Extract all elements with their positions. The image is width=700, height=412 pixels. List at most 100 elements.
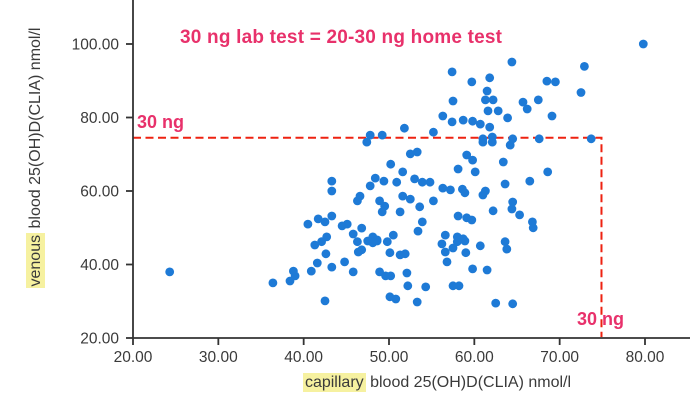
x-tick-label: 30.00 <box>199 349 238 366</box>
data-point <box>586 134 596 144</box>
data-point <box>370 173 380 183</box>
data-point <box>413 226 423 236</box>
data-point <box>405 194 415 204</box>
data-point <box>386 159 396 169</box>
data-point <box>448 243 458 253</box>
data-point <box>478 190 488 200</box>
threshold-dashed-line <box>133 136 603 337</box>
data-point <box>365 130 375 140</box>
data-point <box>429 196 438 206</box>
data-point <box>542 76 552 86</box>
y-tick-label: 60.00 <box>80 184 119 201</box>
data-point <box>317 237 326 247</box>
data-point <box>505 140 515 150</box>
data-point <box>533 95 543 105</box>
data-point <box>482 265 492 275</box>
data-point <box>507 204 517 214</box>
data-point <box>468 116 477 126</box>
data-point <box>488 206 498 216</box>
y-axis-label-highlight: venous <box>26 232 45 289</box>
data-point <box>576 88 586 97</box>
data-point <box>475 119 485 129</box>
data-point <box>438 183 448 193</box>
data-point <box>362 137 372 147</box>
data-point <box>468 155 477 165</box>
data-point <box>285 276 295 286</box>
data-point <box>547 111 557 121</box>
data-point <box>508 197 518 207</box>
data-point <box>415 202 425 212</box>
data-point <box>327 262 337 272</box>
data-point <box>481 95 490 105</box>
data-point <box>353 237 362 247</box>
data-point <box>377 207 387 217</box>
x-tick-label: 70.00 <box>540 349 579 366</box>
data-point <box>417 177 427 187</box>
data-point <box>306 266 316 276</box>
data-point <box>488 95 498 105</box>
data-point <box>525 176 535 186</box>
x-tick-label: 60.00 <box>455 349 494 366</box>
data-point <box>403 281 413 291</box>
x-axis-label: capillary blood 25(OH)D(CLIA) nmol/l <box>287 373 587 392</box>
data-point <box>447 117 457 127</box>
data-point <box>353 196 362 206</box>
data-point <box>551 77 560 87</box>
data-point <box>388 230 398 240</box>
data-point <box>446 185 455 195</box>
data-point <box>437 239 447 249</box>
data-point <box>485 122 495 132</box>
data-point <box>379 176 389 186</box>
data-point <box>348 267 358 277</box>
data-point <box>522 104 532 114</box>
data-point <box>429 127 438 137</box>
data-point <box>478 137 488 147</box>
data-point <box>386 271 396 281</box>
data-point <box>320 296 330 306</box>
x-axis-label-rest: blood 25(OH)D(CLIA) nmol/l <box>365 374 572 391</box>
data-point <box>412 297 422 307</box>
data-point <box>507 57 517 67</box>
x-tick-label: 50.00 <box>370 349 409 366</box>
data-point <box>518 97 528 107</box>
x-tick-label: 20.00 <box>114 349 153 366</box>
data-point <box>385 248 395 258</box>
data-point <box>491 298 501 308</box>
data-point <box>310 240 320 250</box>
data-point <box>460 236 470 246</box>
data-point <box>410 174 419 184</box>
data-point <box>462 150 472 160</box>
data-point <box>460 188 470 198</box>
y-axis-label: venous blood 25(OH)D(CLIA) nmol/l <box>26 0 49 318</box>
threshold-label-bottom: 30 ng <box>577 309 625 329</box>
data-point <box>321 249 331 259</box>
threshold-label-top: 30 ng <box>137 112 185 132</box>
data-point <box>377 130 387 140</box>
data-point <box>468 264 477 274</box>
data-point <box>303 219 313 229</box>
data-point <box>442 257 452 267</box>
data-point <box>500 179 510 189</box>
y-tick-label: 20.00 <box>80 331 119 348</box>
data-point <box>482 86 492 96</box>
x-axis-label-highlight: capillary <box>302 373 366 392</box>
data-point <box>372 236 382 246</box>
data-point <box>500 237 510 247</box>
data-point <box>165 267 175 277</box>
data-point <box>580 62 589 71</box>
data-point <box>470 167 480 177</box>
data-point <box>400 249 410 259</box>
data-point <box>508 299 518 309</box>
data-point <box>534 134 544 144</box>
data-point <box>638 39 648 49</box>
data-point <box>503 113 512 123</box>
data-point <box>453 164 463 174</box>
data-point <box>502 244 512 254</box>
data-point <box>365 181 375 191</box>
data-point <box>458 115 468 125</box>
data-point <box>340 257 349 267</box>
data-point <box>312 258 322 268</box>
data-point <box>498 157 508 167</box>
